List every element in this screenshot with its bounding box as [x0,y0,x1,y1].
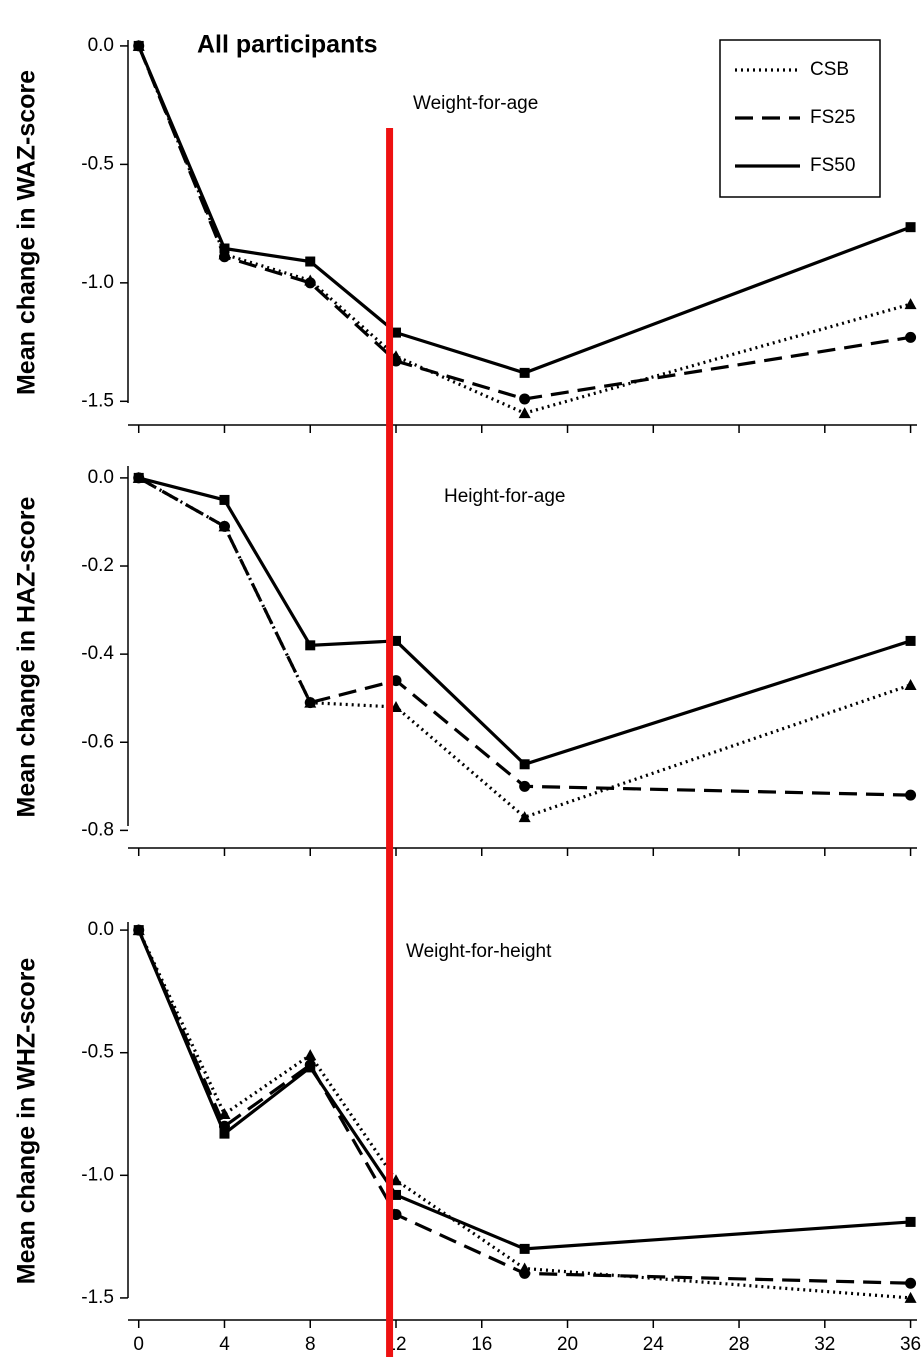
series [133,472,917,801]
marker [905,789,917,801]
annotation: Weight-for-age [413,93,538,114]
chart-title: All participants [197,31,378,59]
x-tick-label: 28 [728,1334,749,1355]
x-tick-label: 20 [557,1334,578,1355]
series-line [137,45,912,375]
y-tick-label: -0.8 [81,819,114,840]
marker [905,635,916,646]
marker [390,675,402,687]
series-line [137,929,911,1285]
series-line [137,929,911,1300]
marker [519,759,530,770]
series-line [137,476,911,797]
marker [391,635,402,646]
y-tick-label: -1.5 [81,1287,114,1308]
series [133,925,916,1254]
series-line [137,45,911,401]
series [133,924,917,1289]
y-tick-label: -1.5 [81,390,114,411]
y-tick-label: 0.0 [88,35,114,56]
marker [519,1267,531,1279]
y-tick-label: -0.5 [81,153,114,174]
series-line [138,476,912,767]
series [133,472,916,770]
legend-label: CSB [810,59,849,80]
marker [519,780,531,792]
legend-label: FS25 [810,107,855,128]
marker [390,1209,402,1221]
y-tick-label: -0.4 [81,643,114,664]
x-tick-label: 8 [305,1334,316,1355]
marker [218,251,230,263]
marker [518,811,531,823]
marker [519,367,530,378]
marker [219,243,230,254]
legend-label: FS50 [810,155,855,176]
marker [305,256,316,267]
y-tick-label: -1.0 [81,272,114,293]
marker [133,925,144,936]
x-tick-label: 4 [219,1334,230,1355]
y-tick-label: 0.0 [88,919,114,940]
x-tick-label: 16 [471,1334,492,1355]
y-tick-label: -0.2 [81,555,114,576]
marker [219,1128,230,1139]
marker [133,40,144,51]
marker [218,520,230,532]
series-line [137,929,911,1251]
marker [905,1216,916,1227]
marker [904,298,917,310]
marker [391,1189,402,1200]
series [132,471,917,823]
marker [519,1243,530,1254]
marker [905,331,917,343]
marker [304,697,316,709]
y-tick-label: -0.6 [81,731,114,752]
marker [518,407,531,419]
x-tick-label: 0 [133,1334,144,1355]
x-tick-label: 32 [814,1334,835,1355]
x-tick-label: 24 [643,1334,665,1355]
marker [305,1062,316,1073]
series [133,40,916,378]
marker [304,277,316,289]
marker [391,327,402,338]
marker [905,1277,917,1289]
y-tick-label: 0.0 [88,467,114,488]
marker [304,1049,317,1061]
marker [519,393,531,405]
marker [133,472,144,483]
y-tick-label: -0.5 [81,1042,114,1063]
y-axis-label: Mean change in WHZ-score [13,958,41,1285]
legend: CSB FS25 FS50 [719,39,881,198]
y-tick-label: -1.0 [81,1164,114,1185]
marker [905,222,916,233]
marker [904,1291,917,1303]
marker [904,678,917,690]
marker [305,640,316,651]
annotation: Weight-for-height [406,941,552,962]
series-line [137,476,912,819]
series-line [137,45,912,415]
marker [390,355,402,367]
annotation: Height-for-age [444,486,565,507]
y-axis-label: Mean change in HAZ-score [13,496,41,817]
x-tick-label: 36 [900,1334,921,1355]
marker [219,494,230,505]
y-axis-label: Mean change in WAZ-score [13,70,41,395]
